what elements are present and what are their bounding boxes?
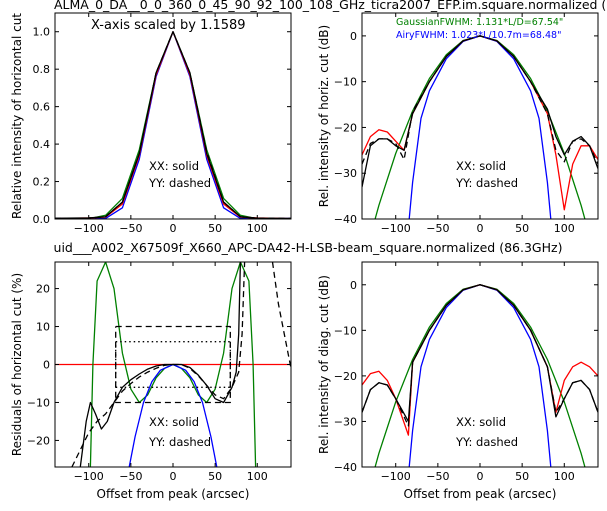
- series-line-2: [362, 284, 598, 436]
- series-line-4: [362, 284, 598, 427]
- series-line-4: [55, 31, 291, 219]
- x-axis-label: Offset from peak (arcsec): [97, 487, 250, 501]
- series-line-2: [55, 31, 291, 219]
- legend-yy: YY: dashed: [455, 176, 518, 190]
- panel-top-left: −100 −50 0 50 100 0.0 0.2 0.4 0.6 0.8 1.0 Relative …: [10, 12, 292, 235]
- y-tick-label: −40: [334, 461, 357, 474]
- x-tick-label: 100: [247, 470, 268, 483]
- y-tick-label: 0.4: [33, 138, 51, 151]
- x-axis-label: Offset from peak (arcsec): [404, 487, 557, 501]
- x-tick-label: 0: [477, 470, 484, 483]
- y-tick-label: −40: [334, 213, 357, 226]
- legend-xx: XX: solid: [456, 415, 506, 429]
- series-line-3: [79, 262, 242, 467]
- legend-xx: XX: solid: [149, 415, 199, 429]
- legend-yy: YY: dashed: [455, 435, 518, 449]
- x-tick-label: 50: [208, 222, 222, 235]
- x-tick-label: 50: [515, 470, 529, 483]
- x-tick-label: 100: [247, 222, 268, 235]
- x-tick-label: 0: [170, 222, 177, 235]
- y-axis-label: Relative intensity of horizontal cut: [10, 13, 24, 219]
- y-axis-label: Rel. intensity of diag. cut (dB): [317, 275, 331, 454]
- legend-xx: XX: solid: [456, 159, 506, 173]
- airy-fwhm-annotation: AiryFWHM: 1.023*L/10.7m=68.48": [396, 30, 561, 41]
- gaussian-fwhm-annotation: GaussianFWHM: 1.131*L/D=67.54": [396, 17, 563, 28]
- figure-mid-title: uid___A002_X67509f_X660_APC-DA42-H-LSB-b…: [54, 240, 563, 255]
- x-tick-label: −100: [74, 222, 104, 235]
- series-line-4: [71, 262, 246, 467]
- series-line-1: [55, 31, 291, 219]
- x-tick-label: 0: [477, 222, 484, 235]
- y-tick-label: −20: [334, 121, 357, 134]
- y-tick-label: −20: [334, 370, 357, 383]
- figure-top-title: ALMA_0_DA__0_0_360_0_45_90_92_100_108_GH…: [54, 0, 606, 12]
- x-tick-label: −100: [381, 470, 411, 483]
- x-tick-label: 50: [515, 222, 529, 235]
- y-tick-label: −20: [27, 434, 50, 447]
- y-tick-label: 0.2: [33, 176, 51, 189]
- series-group: [55, 31, 291, 219]
- legend-xx: XX: solid: [149, 159, 199, 173]
- y-axis-label: Rel. intensity of horiz. cut (dB): [317, 25, 331, 207]
- y-tick-label: 1.0: [33, 26, 51, 39]
- legend-yy: YY: dashed: [148, 435, 211, 449]
- y-tick-label: 0.8: [33, 63, 51, 76]
- x-tick-label: 100: [554, 222, 575, 235]
- y-tick-label: 0: [350, 279, 357, 292]
- series-line-0: [55, 31, 291, 219]
- x-tick-label: 50: [208, 470, 222, 483]
- series-line-3: [55, 31, 291, 219]
- x-tick-label: −50: [119, 470, 142, 483]
- y-tick-label: 10: [36, 321, 50, 334]
- y-tick-label: 20: [36, 283, 50, 296]
- x-tick-label: −50: [119, 222, 142, 235]
- y-tick-label: −30: [334, 415, 357, 428]
- x-tick-label: 100: [554, 470, 575, 483]
- x-tick-label: −100: [74, 470, 104, 483]
- y-tick-label: 0: [350, 30, 357, 43]
- x-tick-label: −50: [426, 222, 449, 235]
- series-line-4: [362, 35, 598, 165]
- y-tick-label: −10: [334, 76, 357, 89]
- y-tick-label: −10: [334, 324, 357, 337]
- y-tick-label: 0.6: [33, 101, 51, 114]
- scale-annotation: X-axis scaled by 1.1589: [91, 18, 246, 33]
- x-tick-label: −50: [426, 470, 449, 483]
- series-group: [362, 284, 598, 467]
- series-line-5: [271, 262, 291, 369]
- series-line-1: [408, 35, 552, 219]
- y-tick-label: 0: [43, 359, 50, 372]
- series-group: [55, 262, 291, 467]
- legend-yy: YY: dashed: [148, 176, 211, 190]
- x-tick-label: −100: [381, 222, 411, 235]
- series-group: [362, 35, 598, 219]
- y-tick-label: −30: [334, 167, 357, 180]
- y-axis-label: Residuals of horizontal cut (%): [10, 273, 24, 456]
- x-tick-label: 0: [170, 470, 177, 483]
- y-tick-label: −10: [27, 396, 50, 409]
- y-tick-label: 0.0: [33, 213, 51, 226]
